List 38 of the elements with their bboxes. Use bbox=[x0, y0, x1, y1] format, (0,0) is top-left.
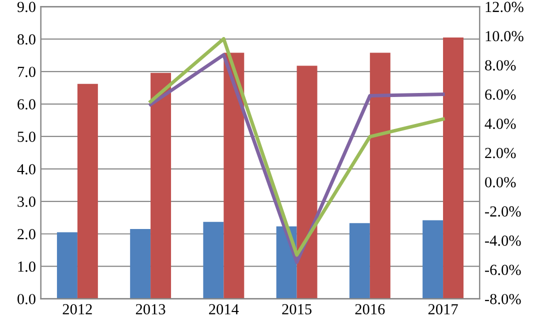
bar bbox=[370, 52, 390, 299]
bar bbox=[150, 72, 172, 299]
bar bbox=[224, 52, 244, 299]
y-tick-label: 5.0 bbox=[18, 132, 36, 142]
y2-tick-label: 12.0% bbox=[486, 2, 524, 12]
y-tick-label: 3.0 bbox=[18, 196, 36, 207]
bar bbox=[443, 37, 464, 299]
x-tick-label: 2016 bbox=[355, 304, 385, 314]
x-tick-label: 2012 bbox=[62, 304, 92, 314]
y2-tick-label: -2.0% bbox=[485, 206, 521, 217]
y-tick-label: 6.0 bbox=[18, 99, 36, 110]
x-tick-label: 2015 bbox=[282, 304, 312, 314]
bar bbox=[203, 222, 224, 299]
y-tick-label: 0.0 bbox=[18, 294, 36, 304]
y2-tick-label: 6.0% bbox=[485, 89, 516, 100]
y-tick-label: 9.0 bbox=[17, 2, 36, 12]
y2-tick-label: 2.0% bbox=[485, 148, 516, 158]
x-tick-label: 2014 bbox=[209, 304, 239, 314]
y-tick-label: 2.0 bbox=[18, 229, 36, 240]
y2-tick-label: -8.0% bbox=[485, 294, 521, 304]
y2-tick-label: 4.0% bbox=[484, 118, 516, 130]
y-tick-label: 8.0 bbox=[18, 34, 36, 45]
y2-tick-label: 0.0% bbox=[485, 177, 516, 188]
bar bbox=[422, 220, 444, 299]
x-tick-label: 2013 bbox=[136, 304, 166, 314]
bar bbox=[130, 229, 151, 299]
y-tick-label: 7.0 bbox=[18, 66, 36, 78]
y2-tick-label: 8.0% bbox=[485, 60, 516, 71]
bar bbox=[56, 232, 78, 299]
y2-tick-label: -4.0% bbox=[485, 236, 521, 246]
y-tick-label: 1.0 bbox=[18, 261, 36, 272]
x-tick-label: 2017 bbox=[428, 304, 458, 314]
y2-tick-label: -6.0% bbox=[485, 264, 521, 276]
bar bbox=[349, 223, 370, 299]
y2-tick-label: 10.0% bbox=[486, 30, 524, 42]
bar bbox=[296, 66, 318, 299]
y-tick-label: 4.0 bbox=[17, 164, 36, 174]
bar bbox=[77, 84, 98, 299]
